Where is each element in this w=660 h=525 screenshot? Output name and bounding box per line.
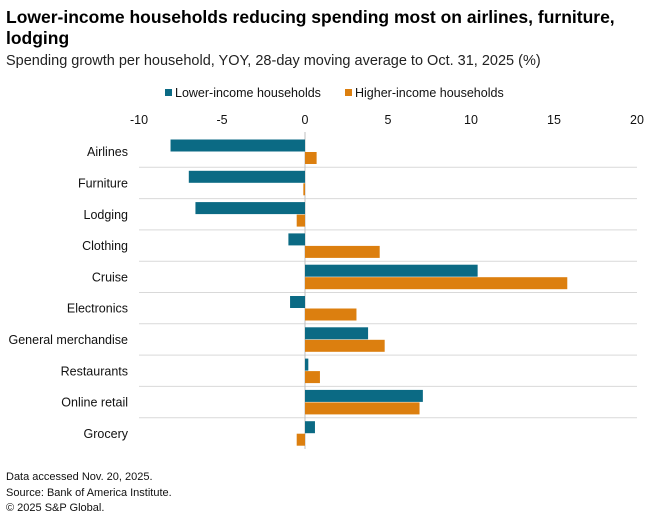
- bar-lower-6: [305, 327, 369, 340]
- category-label-1: Furniture: [78, 176, 128, 190]
- x-tick-label-1: -5: [216, 113, 227, 127]
- source-note: Source: Bank of America Institute.: [6, 486, 172, 499]
- bar-higher-1: [303, 183, 305, 196]
- category-label-0: Airlines: [87, 145, 128, 159]
- data-accessed-note: Data accessed Nov. 20, 2025.: [6, 471, 153, 483]
- bar-higher-5: [305, 308, 357, 321]
- bar-higher-0: [305, 152, 317, 164]
- category-label-6: General merchandise: [8, 333, 128, 347]
- x-tick-label-6: 20: [630, 113, 644, 127]
- bar-lower-0: [170, 139, 305, 152]
- category-label-2: Lodging: [84, 208, 129, 222]
- legend-swatch-1: [345, 89, 352, 96]
- category-label-5: Electronics: [67, 302, 128, 316]
- x-tick-label-0: -10: [130, 113, 148, 127]
- category-label-8: Online retail: [61, 396, 128, 410]
- bar-higher-8: [305, 402, 420, 415]
- legend-label-0: Lower-income households: [175, 86, 321, 100]
- x-tick-label-4: 10: [464, 113, 478, 127]
- chart-subtitle: Spending growth per household, YOY, 28-d…: [6, 53, 541, 69]
- category-label-9: Grocery: [84, 427, 129, 441]
- bar-lower-9: [305, 421, 315, 434]
- bar-lower-2: [195, 202, 305, 215]
- x-tick-label-3: 5: [385, 113, 392, 127]
- bar-lower-4: [305, 264, 478, 277]
- x-tick-label-2: 0: [302, 113, 309, 127]
- bar-higher-7: [305, 371, 320, 384]
- bar-higher-6: [305, 339, 385, 352]
- bar-higher-3: [305, 245, 380, 258]
- bar-lower-3: [288, 233, 305, 246]
- category-label-7: Restaurants: [61, 364, 128, 378]
- category-label-3: Clothing: [82, 239, 128, 253]
- bar-higher-9: [296, 433, 305, 446]
- chart-title: Lower-income households reducing spendin…: [6, 7, 615, 48]
- footer: Data accessed Nov. 20, 2025. Source: Ban…: [6, 470, 172, 517]
- legend-swatch-0: [165, 89, 172, 96]
- bar-higher-2: [296, 214, 305, 227]
- bar-lower-5: [290, 296, 305, 308]
- legend-label-1: Higher-income households: [355, 86, 504, 100]
- bar-lower-8: [305, 389, 423, 402]
- bar-lower-1: [188, 170, 305, 183]
- x-tick-label-5: 15: [547, 113, 561, 127]
- copyright-note: © 2025 S&P Global.: [6, 502, 105, 514]
- bar-lower-7: [305, 358, 309, 371]
- bar-higher-4: [305, 277, 568, 290]
- category-label-4: Cruise: [92, 270, 128, 284]
